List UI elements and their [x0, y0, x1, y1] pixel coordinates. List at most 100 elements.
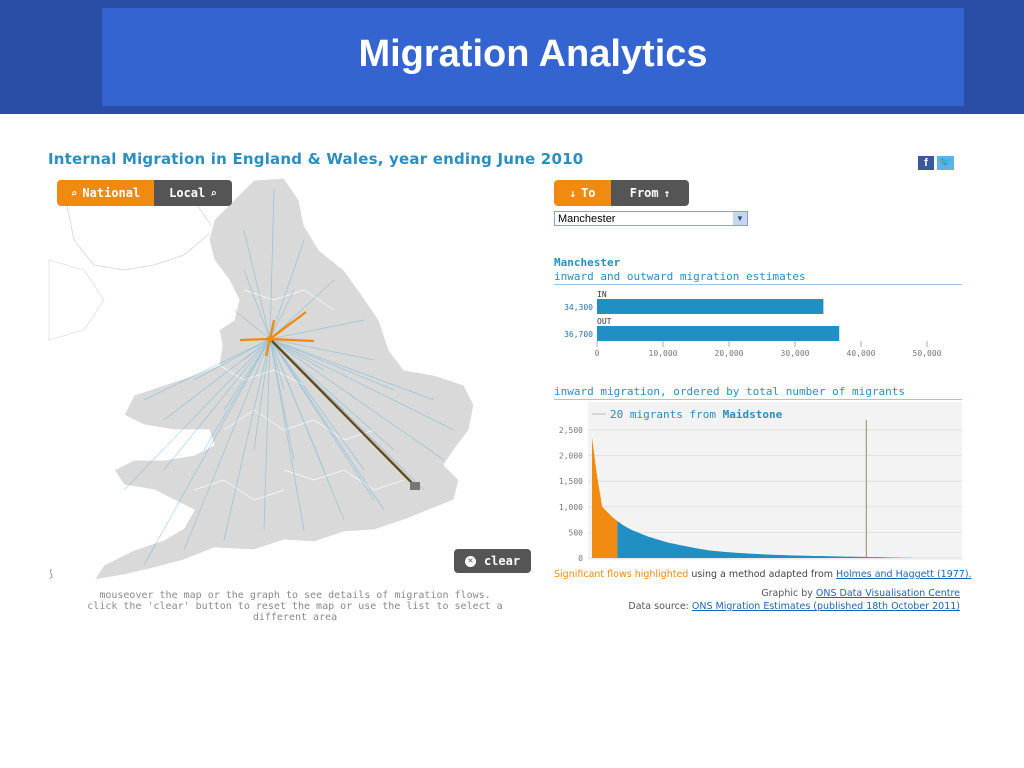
twitter-icon[interactable]: 🐦 — [937, 156, 954, 170]
flow-line — [203, 338, 271, 451]
flow-line — [269, 338, 395, 451]
close-icon: ✕ — [464, 555, 476, 567]
inward-heading: inward migration, ordered by total numbe… — [554, 385, 905, 398]
bar-in — [597, 299, 824, 314]
flow-line — [233, 309, 271, 340]
y-tick-label: 0 — [578, 554, 583, 562]
bar-out — [597, 326, 840, 341]
flow-line — [253, 338, 271, 451]
flow-line — [269, 189, 275, 340]
flow-line — [269, 319, 365, 340]
title-panel: Migration Analytics — [102, 8, 964, 106]
other-flows-area — [617, 521, 912, 558]
highlighted-flows-area — [592, 437, 618, 558]
flow-line — [143, 338, 271, 401]
social-links: f 🐦 — [918, 156, 954, 170]
manchester-marker — [267, 336, 273, 342]
x-tick-label: 50,000 — [913, 349, 942, 358]
flow-line — [123, 338, 271, 491]
slide-header: Migration Analytics — [0, 0, 1024, 114]
maidstone-marker — [410, 482, 420, 490]
search-icon: ⌕ — [210, 186, 217, 200]
area-name: Manchester — [554, 256, 621, 269]
search-icon: ⌕ — [70, 186, 78, 200]
chevron-down-icon[interactable]: ▼ — [733, 212, 747, 225]
annotation-text: migrants from — [630, 408, 723, 421]
significant-flows — [239, 311, 315, 357]
flow-line — [163, 338, 271, 471]
ireland-outline — [48, 259, 105, 341]
divider — [554, 399, 962, 400]
y-tick-label: 500 — [569, 528, 584, 537]
national-button[interactable]: ⌕ National — [57, 180, 154, 206]
bar-category-label: IN — [597, 290, 607, 299]
help-text: mouseover the map or the graph to see de… — [87, 590, 503, 623]
flow-line — [163, 338, 271, 421]
direction-toggle: ↓ To From ↑ — [554, 180, 689, 206]
ons-dvc-link[interactable]: ONS Data Visualisation Centre — [815, 588, 960, 599]
flow-line — [269, 338, 285, 391]
x-tick-label: 10,000 — [649, 349, 678, 358]
arrow-down-icon: ↓ — [569, 186, 577, 200]
clear-button[interactable]: ✕ clear — [454, 549, 531, 573]
slide-title: Migration Analytics — [358, 32, 708, 75]
flow-line — [243, 269, 271, 340]
migration-widget: Internal Migration in England & Wales, y… — [0, 140, 1024, 640]
divider — [554, 284, 962, 285]
holmes-haggett-link[interactable]: Holmes and Haggett (1977). — [836, 569, 972, 580]
selected-flow-annotation: 20 migrants from Maidstone — [610, 408, 783, 421]
flow-line — [243, 229, 271, 340]
flow-line — [223, 338, 271, 411]
bar-value-label: 36,700 — [564, 330, 593, 339]
flow-line — [269, 279, 335, 340]
flow-line — [269, 338, 445, 461]
annotation-count: 20 — [610, 408, 630, 421]
flow-line — [269, 289, 295, 340]
inward-distribution-chart[interactable]: 0 500 1,000 1,500 2,000 2,500 20 migrants from… — [552, 402, 964, 562]
area-subtitle: inward and outward migration estimates — [554, 270, 806, 283]
flow-line — [263, 338, 271, 531]
flow-lines — [123, 189, 455, 566]
graphic-credit: Graphic by ONS Data Visualisation Centre — [761, 588, 960, 599]
x-tick-label: 30,000 — [781, 349, 810, 358]
islands-marker: ⟆ — [49, 569, 53, 580]
flow-line — [243, 338, 271, 361]
flow-line — [269, 338, 395, 391]
flow-line — [269, 338, 345, 521]
migration-map[interactable]: ⟆ — [44, 170, 534, 590]
y-tick-label: 1,000 — [559, 503, 583, 512]
flow-line — [269, 338, 325, 471]
boundary-lines — [193, 289, 405, 501]
x-tick-label: 40,000 — [847, 349, 876, 358]
facebook-icon[interactable]: f — [918, 156, 934, 170]
flow-line — [223, 338, 271, 541]
x-tick-label: 20,000 — [715, 349, 744, 358]
annotation-place: Maidstone — [723, 408, 783, 421]
y-tick-label: 2,500 — [559, 426, 583, 435]
flow-line — [269, 239, 305, 340]
flow-line — [143, 338, 271, 566]
flow-line — [269, 338, 455, 431]
y-tick-label: 1,500 — [559, 477, 583, 486]
from-button[interactable]: From ↑ — [611, 180, 689, 206]
y-tick-label: 2,000 — [559, 452, 583, 461]
flow-line — [269, 338, 305, 531]
arrow-up-icon: ↑ — [663, 186, 671, 200]
flow-line — [269, 338, 375, 361]
flow-line — [193, 338, 271, 381]
data-source-credit: Data source: ONS Migration Estimates (pu… — [628, 601, 960, 612]
england-wales-landmass — [92, 177, 475, 581]
widget-title: Internal Migration in England & Wales, y… — [48, 150, 584, 168]
ons-estimates-link[interactable]: ONS Migration Estimates (published 18th … — [691, 601, 960, 612]
scope-toggle: ⌕ National Local ⌕ — [57, 180, 232, 206]
flow-line — [269, 338, 295, 461]
bar-value-label: 34,300 — [564, 303, 593, 312]
highlighted-flow-maidstone — [269, 338, 417, 488]
significant-flows-note: Significant flows highlighted using a me… — [554, 569, 972, 580]
in-out-bar-chart[interactable]: IN 34,300 OUT 36,700 0 10,000 20,000 30,000 40,0… — [552, 288, 964, 370]
to-button[interactable]: ↓ To — [554, 180, 611, 206]
local-button[interactable]: Local ⌕ — [154, 180, 232, 206]
area-select[interactable]: Manchester ▼ — [554, 211, 748, 226]
flow-line — [183, 338, 271, 551]
flow-line — [269, 338, 325, 371]
